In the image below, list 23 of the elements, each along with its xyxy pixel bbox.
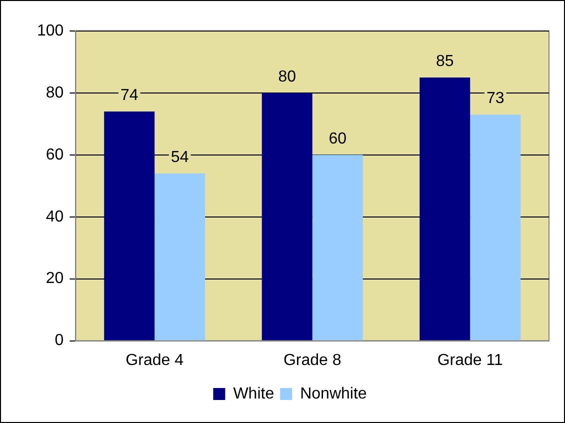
- bar: [420, 77, 470, 340]
- y-tick-label: 0: [54, 332, 64, 350]
- data-label: 60: [328, 130, 347, 148]
- legend-label: Nonwhite: [300, 385, 367, 402]
- bar: [312, 154, 363, 340]
- data-label: 73: [486, 90, 504, 108]
- y-tick-label: 60: [46, 146, 64, 164]
- y-tick-label: 80: [46, 84, 64, 102]
- bar: [262, 92, 312, 340]
- bar: [154, 174, 206, 340]
- data-label: 74: [120, 86, 138, 104]
- legend-label: White: [233, 385, 274, 402]
- bar: [104, 112, 155, 340]
- x-tick-label: Grade 4: [126, 352, 184, 369]
- x-tick-label: Grade 11: [437, 352, 503, 369]
- y-tick-label: 20: [46, 270, 64, 288]
- data-label: 54: [170, 148, 189, 166]
- data-label: 80: [278, 68, 296, 86]
- y-tick-label: 100: [36, 22, 64, 40]
- x-tick-label: Grade 8: [283, 352, 342, 369]
- data-label: 85: [436, 52, 454, 70]
- bar: [470, 114, 521, 340]
- y-tick-label: 40: [46, 208, 64, 226]
